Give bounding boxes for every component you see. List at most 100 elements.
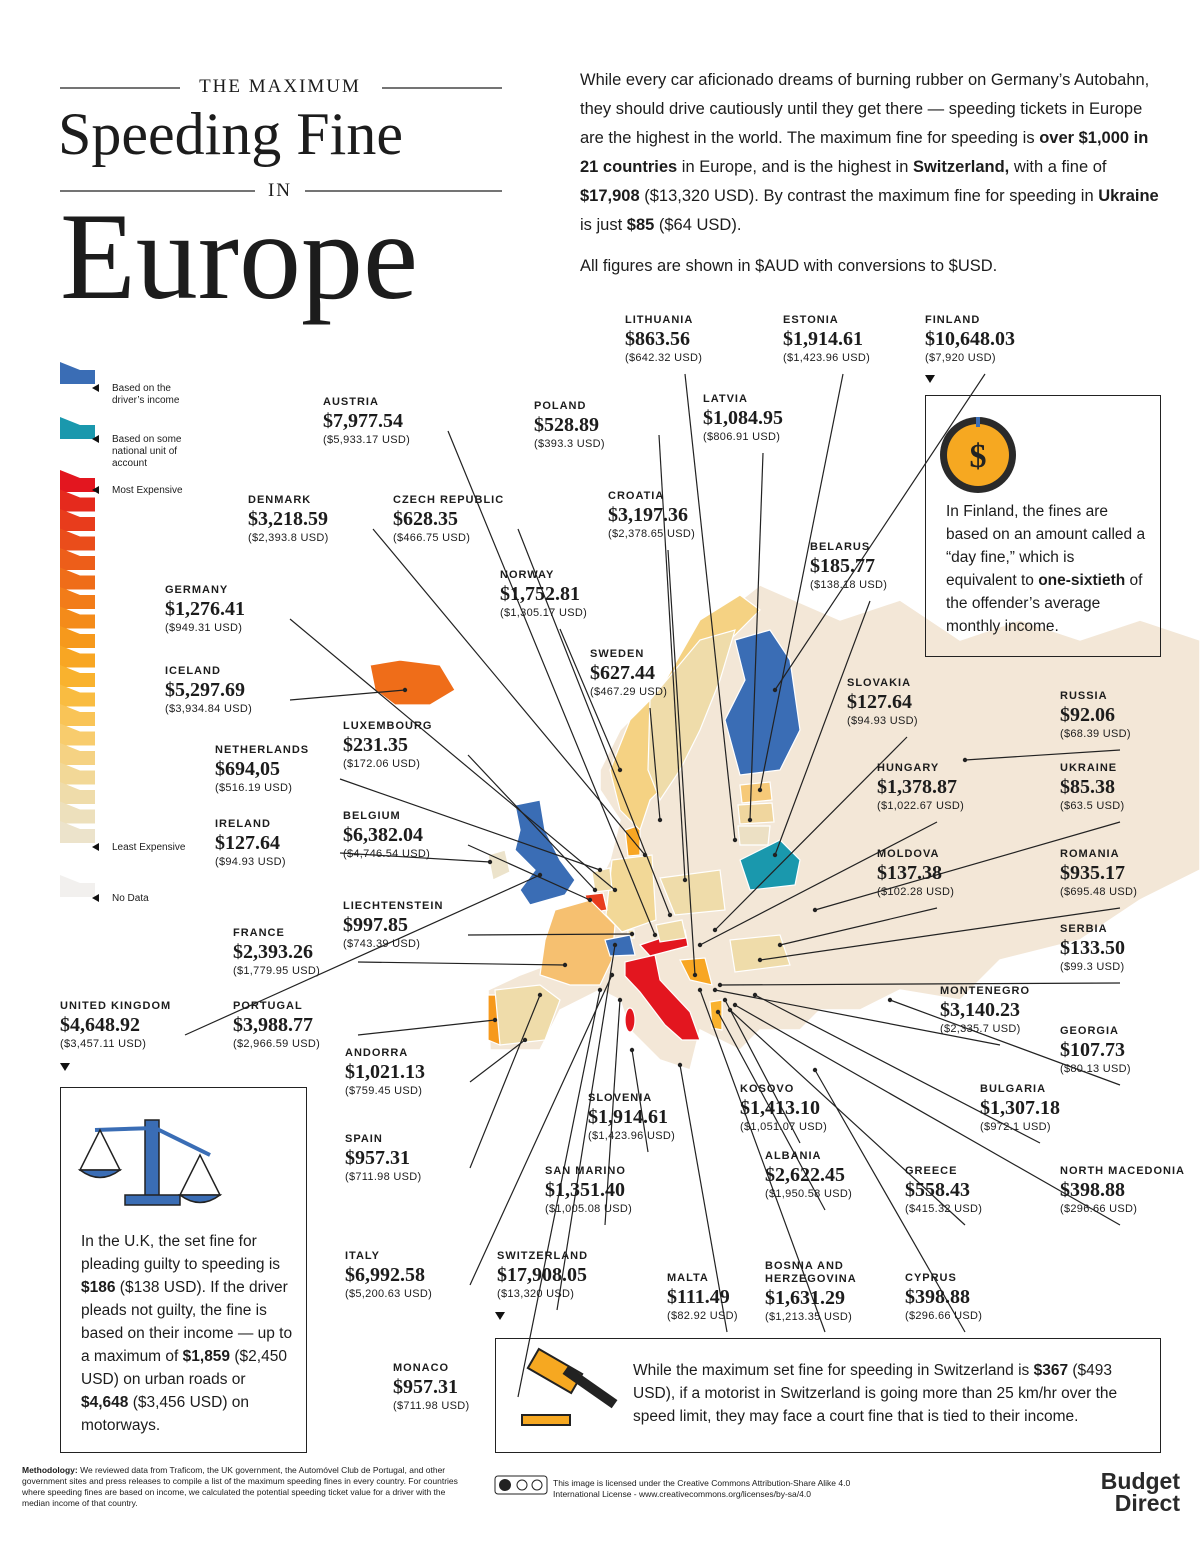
country-label: RUSSIA $92.06 ($68.39 USD) xyxy=(1060,690,1190,741)
country-shape xyxy=(737,802,775,825)
country-shape xyxy=(539,899,616,986)
country-name: LUXEMBOURG xyxy=(343,720,433,732)
country-fine-usd: ($102.28 USD) xyxy=(877,886,955,898)
leader-line xyxy=(774,600,871,856)
leader-dot xyxy=(812,1067,818,1073)
country-shape xyxy=(729,934,791,973)
country-name: ESTONIA xyxy=(783,314,839,326)
country-shape xyxy=(604,934,636,957)
country-name: SWITZERLAND xyxy=(497,1250,589,1262)
country-label: HUNGARY $1,378.87 ($1,022.67 USD) xyxy=(877,762,1007,813)
legend-label: No Data xyxy=(112,893,149,904)
country-label: POLAND $528.89 ($393.3 USD) xyxy=(534,400,664,451)
country-fine-usd: ($138.18 USD) xyxy=(810,579,888,591)
country-fine-aud: $127.64 xyxy=(215,832,280,854)
leader-dot xyxy=(682,877,688,883)
leader-line xyxy=(658,434,686,881)
country-name: CROATIA xyxy=(608,490,665,502)
country-fine-aud: $111.49 xyxy=(667,1286,730,1308)
svg-text:$: $ xyxy=(970,438,987,475)
callout-text: In the U.K, the set fine for pleading gu… xyxy=(81,1230,296,1437)
country-name: UNITED KINGDOM xyxy=(60,1000,172,1012)
leader-line xyxy=(289,689,406,701)
country-fine-aud: $627.44 xyxy=(590,662,655,684)
leader-line xyxy=(699,989,826,1333)
leader-line xyxy=(684,373,736,841)
country-fine-usd: ($68.39 USD) xyxy=(1060,728,1131,740)
text-run: All figures are shown in $AUD with conve… xyxy=(580,257,998,275)
country-name: BELGIUM xyxy=(343,810,401,822)
country-label: NORWAY $1,752.81 ($1,305.17 USD) xyxy=(500,569,630,620)
country-name: ROMANIA xyxy=(1060,848,1120,860)
country-shape xyxy=(494,984,561,1046)
legend-swatch xyxy=(60,883,95,897)
leader-line xyxy=(289,618,616,891)
leader-line xyxy=(717,1011,826,1211)
legend-swatch xyxy=(60,751,95,765)
country-label: ESTONIA $1,914.61 ($1,423.96 USD) xyxy=(783,314,913,365)
country-fine-aud: $398.88 xyxy=(905,1286,970,1308)
country-label: GEORGIA $107.73 ($80.13 USD) xyxy=(1060,1025,1190,1076)
country-fine-usd: ($63.5 USD) xyxy=(1060,800,1125,812)
legend-label: Least Expensive xyxy=(112,842,186,853)
callout-text: In Finland, the fines are based on an am… xyxy=(946,500,1146,638)
country-name: SLOVAKIA xyxy=(847,677,912,689)
country-label: ALBANIA $2,622.45 ($1,950.58 USD) xyxy=(765,1150,895,1201)
country-fine-usd: ($80.13 USD) xyxy=(1060,1063,1131,1075)
country-fine-usd: ($3,934.84 USD) xyxy=(165,703,253,715)
country-fine-usd: ($7,920 USD) xyxy=(925,352,996,364)
leader-dot xyxy=(757,957,763,963)
country-label: DENMARK $3,218.59 ($2,393.8 USD) xyxy=(248,494,378,545)
country-name: LIECHTENSTEIN xyxy=(343,900,444,912)
country-shape xyxy=(514,799,576,906)
leader-dot xyxy=(712,927,718,933)
legend-swatch xyxy=(60,829,95,843)
leader-dot xyxy=(597,867,603,873)
leader-line xyxy=(964,749,1121,761)
country-fine-aud: $935.17 xyxy=(1060,862,1125,884)
country-fine-aud: $1,084.95 xyxy=(703,407,783,429)
country-name: HUNGARY xyxy=(877,762,940,774)
leader-dot xyxy=(562,962,568,968)
country-fine-aud: $1,914.61 xyxy=(588,1106,668,1128)
country-name: POLAND xyxy=(534,400,587,412)
country-shape xyxy=(591,867,613,893)
country-name: SLOVENIA xyxy=(588,1092,653,1104)
text-run: ($138 USD). If the driver pleads not gui… xyxy=(81,1279,293,1365)
leader-dot xyxy=(717,982,723,988)
leader-line xyxy=(649,707,661,821)
country-label: LITHUANIA $863.56 ($642.32 USD) xyxy=(625,314,755,365)
country-fine-aud: $628.35 xyxy=(393,508,458,530)
country-fine-aud: $3,197.36 xyxy=(608,504,688,526)
country-name: SERBIA xyxy=(1060,923,1108,935)
legend-swatch xyxy=(60,536,95,551)
country-label: PORTUGAL $3,988.77 ($2,966.59 USD) xyxy=(233,1000,363,1051)
legend-pointer xyxy=(92,894,99,902)
country-label: SPAIN $957.31 ($711.98 USD) xyxy=(345,1133,475,1184)
leader-line xyxy=(467,754,596,891)
country-name: GEORGIA xyxy=(1060,1025,1119,1037)
country-fine-usd: ($466.75 USD) xyxy=(393,532,471,544)
country-label: NORTH MACEDONIA $398.88 ($296.66 USD) xyxy=(1060,1165,1190,1216)
country-fine-usd: ($172.06 USD) xyxy=(343,758,421,770)
leader-line xyxy=(774,373,986,691)
finland-callout: In Finland, the fines are based on an am… xyxy=(925,395,1161,657)
country-shape xyxy=(739,781,773,804)
country-label: SERBIA $133.50 ($99.3 USD) xyxy=(1060,923,1190,974)
bold-text: Switzerland, xyxy=(912,158,1010,176)
leader-dot xyxy=(537,872,543,878)
country-fine-aud: $231.35 xyxy=(343,734,408,756)
legend-swatches xyxy=(60,362,99,902)
text-run: ($493 USD), if a motorist in Switzerland… xyxy=(633,1362,1118,1425)
country-name: SWEDEN xyxy=(590,648,645,660)
country-fine-usd: ($972.1 USD) xyxy=(980,1121,1051,1133)
cc-badge xyxy=(494,1475,548,1495)
country-name: LITHUANIA xyxy=(625,314,694,326)
country-label: UNITED KINGDOM $4,648.92 ($3,457.11 USD) xyxy=(60,1000,190,1051)
country-name: AUSTRIA xyxy=(323,396,379,408)
country-fine-aud: $1,276.41 xyxy=(165,598,245,620)
country-fine-aud: $1,351.40 xyxy=(545,1179,625,1201)
arrow-markers xyxy=(60,375,935,1320)
leader-dot xyxy=(722,997,728,1003)
